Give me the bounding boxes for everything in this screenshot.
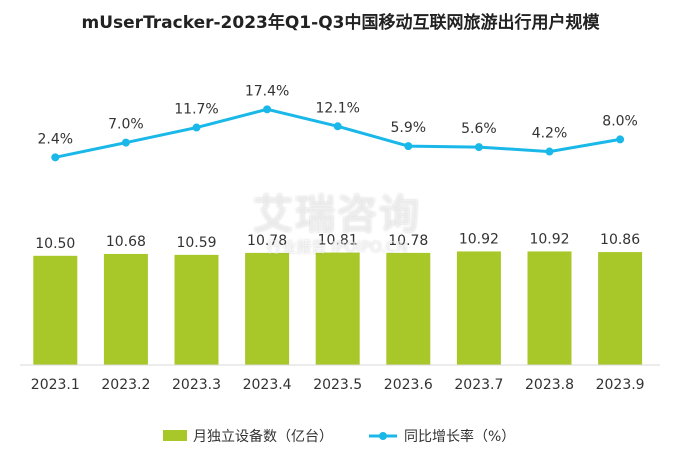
growth-value-label: 17.4% bbox=[245, 83, 289, 99]
line-layer: 2.4% 7.0% 11.7% 17.4% 12.1% 5.9% 5.6% 4.2% 8.0% bbox=[38, 83, 638, 162]
legend-bar-label: 月独立设备数（亿台） bbox=[193, 428, 333, 445]
bar-value-label: 10.59 bbox=[176, 235, 216, 251]
growth-value-label: 12.1% bbox=[315, 100, 359, 116]
bars-layer: 10.50 10.68 10.59 10.78 10.81 10.78 10.92 10.92… bbox=[33, 231, 643, 365]
x-tick-labels: 2023.1 2023.2 2023.3 2023.4 2023.5 2023.6 2023… bbox=[31, 377, 645, 393]
growth-point bbox=[404, 142, 413, 151]
bar bbox=[103, 253, 148, 365]
bar-value-label: 10.78 bbox=[247, 233, 287, 249]
growth-point bbox=[51, 153, 60, 162]
bar bbox=[315, 252, 360, 365]
bar-value-label: 10.92 bbox=[529, 231, 569, 247]
growth-point bbox=[333, 122, 342, 131]
x-tick-label: 2023.1 bbox=[31, 377, 80, 393]
x-tick-label: 2023.6 bbox=[384, 377, 433, 393]
bar bbox=[598, 252, 643, 365]
x-tick-label: 2023.5 bbox=[313, 377, 362, 393]
legend-bar-swatch bbox=[163, 430, 187, 441]
legend-line-label: 同比增长率（%） bbox=[404, 428, 515, 445]
growth-value-label: 11.7% bbox=[174, 102, 218, 118]
x-tick-label: 2023.7 bbox=[454, 377, 503, 393]
bar bbox=[386, 252, 431, 365]
bar bbox=[456, 251, 501, 365]
x-tick-label: 2023.8 bbox=[525, 377, 574, 393]
growth-value-label: 2.4% bbox=[38, 131, 74, 147]
growth-point bbox=[192, 123, 201, 132]
bar bbox=[33, 255, 78, 365]
bar-value-label: 10.50 bbox=[35, 236, 75, 252]
chart-title: mUserTracker-2023年Q1-Q3中国移动互联网旅游出行用户规模 bbox=[81, 13, 600, 33]
growth-point bbox=[263, 105, 272, 114]
bar bbox=[527, 251, 572, 365]
x-tick-label: 2023.3 bbox=[172, 377, 221, 393]
growth-value-label: 5.6% bbox=[461, 121, 497, 137]
bar-value-label: 10.86 bbox=[600, 232, 640, 248]
growth-value-label: 7.0% bbox=[108, 117, 144, 133]
x-tick-label: 2023.4 bbox=[243, 377, 292, 393]
bar bbox=[174, 254, 219, 365]
bar-value-label: 10.78 bbox=[388, 233, 428, 249]
growth-point bbox=[474, 143, 483, 152]
bar-value-label: 10.68 bbox=[106, 234, 146, 250]
growth-value-label: 5.9% bbox=[391, 120, 427, 136]
bar bbox=[245, 252, 290, 365]
x-tick-label: 2023.9 bbox=[596, 377, 645, 393]
growth-value-label: 4.2% bbox=[532, 126, 568, 142]
growth-point bbox=[121, 138, 130, 147]
legend-line-marker bbox=[379, 432, 387, 440]
legend: 月独立设备数（亿台） 同比增长率（%） bbox=[163, 428, 515, 445]
growth-point bbox=[616, 135, 625, 144]
bar-value-label: 10.92 bbox=[459, 231, 499, 247]
growth-point bbox=[545, 147, 554, 156]
bar-value-label: 10.81 bbox=[318, 233, 358, 249]
x-tick-label: 2023.2 bbox=[101, 377, 150, 393]
growth-value-label: 8.0% bbox=[602, 113, 638, 129]
